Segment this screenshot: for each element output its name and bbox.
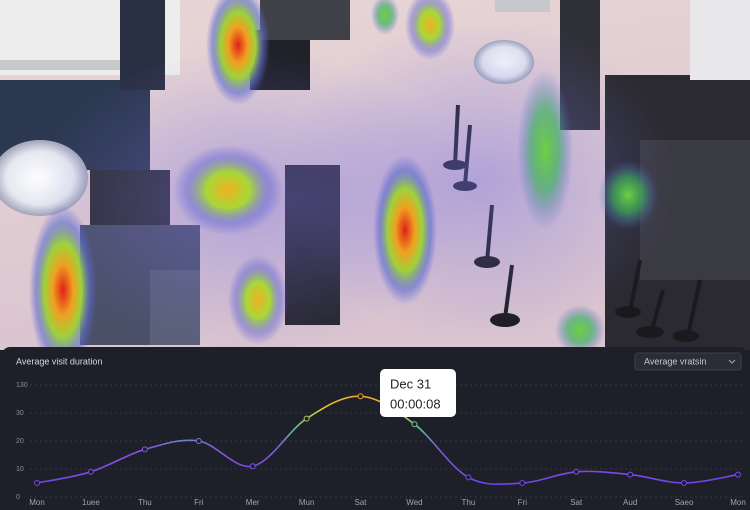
point [195,438,202,444]
x-tick-label: Mer [246,498,260,507]
y-tick-label: 130 [16,382,28,389]
y-tick-label: 10 [16,466,24,473]
x-tick-label: Saeo [675,498,694,507]
y-tick-label: 20 [16,438,24,445]
dropdown-arrow [728,359,736,364]
x-tick-label: Aud [623,498,637,507]
store-photo [0,0,750,375]
point [519,480,526,486]
point [141,446,148,453]
point [249,463,256,470]
point [627,471,634,478]
point [465,474,472,481]
chart-title: Average visit duration [16,356,102,366]
x-tick-label: 1uee [82,498,100,507]
y-tick-label: 30 [16,410,24,417]
tooltip: Dec 31 00:00:08 [380,369,456,417]
x-tick-label: Fri [518,498,528,507]
point [303,415,310,422]
chart-panel: Average visit duration Average vratsin [2,347,748,510]
y-tick-label: 0 [16,494,20,501]
point [681,480,688,486]
point [34,480,40,486]
x-tick-label: Mon [730,498,746,507]
dropdown[interactable] [634,352,742,371]
x-tick-label: Mon [29,498,45,507]
x-tick-label: Thu [461,498,475,507]
tooltip-value: 00:00:08 [390,396,441,411]
point [573,468,580,475]
dropdown-label: Average vratsin [644,356,706,366]
x-tick-label: Sat [570,498,583,507]
x-tick-label: Wed [406,498,422,507]
point [735,471,741,478]
x-tick-label: Sat [355,498,368,507]
x-tick-label: Fri [194,498,204,507]
x-tick-label: Thu [138,498,152,507]
point [357,393,364,400]
point [87,468,94,475]
x-tick-label: Mun [299,498,315,507]
tooltip-title: Dec 31 [390,376,431,391]
point [411,421,418,428]
